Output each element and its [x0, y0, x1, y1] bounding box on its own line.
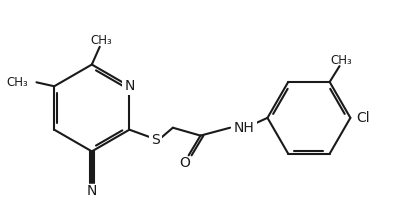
Text: O: O — [179, 156, 190, 170]
Text: S: S — [151, 133, 160, 147]
Text: N: N — [124, 79, 135, 93]
Text: N: N — [87, 184, 97, 198]
Text: Cl: Cl — [356, 111, 370, 125]
Text: CH₃: CH₃ — [7, 76, 28, 89]
Text: NH: NH — [234, 121, 255, 135]
Text: CH₃: CH₃ — [91, 34, 113, 47]
Text: CH₃: CH₃ — [331, 54, 352, 67]
